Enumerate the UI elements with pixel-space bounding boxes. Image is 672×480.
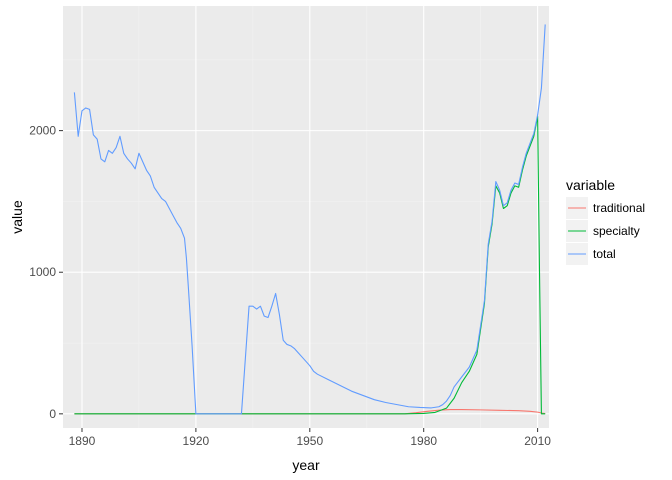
x-tick-label: 1920 — [183, 434, 210, 448]
legend-label-traditional: traditional — [593, 201, 645, 215]
x-tick-label: 1950 — [296, 434, 323, 448]
y-tick-label: 1000 — [29, 265, 56, 279]
x-axis: 1890 1920 1950 1980 2010 — [69, 428, 551, 448]
x-tick-label: 2010 — [524, 434, 551, 448]
y-tick-label: 0 — [49, 407, 56, 421]
plot-panel — [63, 6, 549, 428]
legend: variable traditional specialty total — [566, 177, 645, 265]
y-axis-title: value — [9, 200, 25, 234]
series-line-total — [73, 24, 546, 415]
legend-label-specialty: specialty — [593, 224, 640, 238]
y-tick-label: 2000 — [29, 124, 56, 138]
x-tick-label: 1890 — [69, 434, 96, 448]
x-tick-label: 1980 — [410, 434, 437, 448]
legend-label-total: total — [593, 247, 616, 261]
x-axis-title: year — [292, 457, 320, 473]
series-line-traditional — [74, 409, 546, 415]
series-layer — [73, 24, 546, 415]
legend-title: variable — [566, 177, 615, 193]
minor-grid — [63, 6, 549, 428]
series-line-specialty — [74, 115, 546, 415]
y-axis: 0 1000 2000 — [29, 124, 63, 421]
